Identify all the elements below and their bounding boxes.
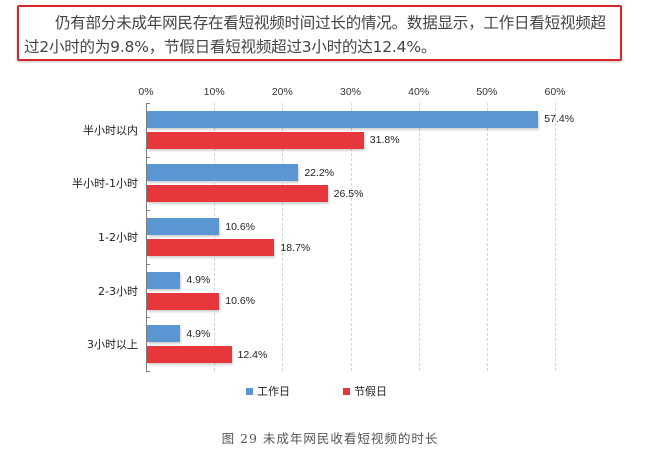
legend-item-workday: 工作日 <box>246 383 290 399</box>
bar-workday <box>147 218 220 235</box>
y-tick <box>146 263 150 265</box>
y-tick <box>146 103 150 104</box>
value-label: 57.4% <box>544 113 575 126</box>
x-tick-label: 60% <box>544 86 566 98</box>
x-tick-label: 50% <box>476 86 498 98</box>
gridline <box>282 103 284 371</box>
bar-holiday <box>147 292 220 310</box>
x-tick-label: 40% <box>408 86 430 98</box>
gridline <box>350 103 352 371</box>
value-label: 22.2% <box>304 166 335 179</box>
gridline <box>486 103 488 371</box>
value-label: 12.4% <box>237 348 268 361</box>
category-label: 3小时以上 <box>87 338 138 352</box>
legend-label: 工作日 <box>257 385 290 398</box>
x-tick-label: 0% <box>138 86 154 98</box>
y-tick <box>146 156 150 158</box>
value-label: 10.6% <box>225 220 256 233</box>
value-label: 4.9% <box>186 274 211 287</box>
legend-item-holiday: 节假日 <box>343 383 387 399</box>
highlight-note-box: 仍有部分未成年网民存在看短视频时间过长的情况。数据显示，工作日看短视频超过2小时… <box>17 5 622 61</box>
bar-holiday <box>147 239 275 256</box>
x-tick-label: 30% <box>339 86 362 98</box>
legend-swatch <box>246 387 253 395</box>
bar-workday <box>147 110 539 128</box>
bar-workday <box>147 325 181 343</box>
y-tick <box>146 317 150 319</box>
category-label: 半小时以内 <box>83 123 138 137</box>
gridline <box>214 103 216 371</box>
y-axis <box>146 103 147 371</box>
gridline <box>555 103 556 371</box>
legend-label: 节假日 <box>354 385 387 398</box>
bar-workday <box>147 164 299 182</box>
note-text: 仍有部分未成年网民存在看短视频时间过长的情况。数据显示，工作日看短视频超过2小时… <box>24 14 606 56</box>
bar-holiday <box>147 131 364 149</box>
bar-workday <box>147 271 181 289</box>
value-label: 26.5% <box>333 187 364 200</box>
bar-holiday <box>147 346 232 364</box>
gridline <box>418 103 420 371</box>
x-tick-label: 10% <box>203 86 225 98</box>
bar-holiday <box>147 185 328 203</box>
chart-caption: 图 29 未成年网民收看短视频的时长 <box>221 431 439 446</box>
value-label: 4.9% <box>186 327 211 340</box>
value-label: 18.7% <box>280 241 311 254</box>
y-tick <box>146 210 150 212</box>
legend-swatch <box>343 387 350 395</box>
value-label: 31.8% <box>369 134 400 147</box>
value-label: 10.6% <box>225 295 256 308</box>
y-tick <box>146 371 150 372</box>
category-label: 1-2小时 <box>98 231 138 244</box>
category-label: 半小时-1小时 <box>72 177 138 191</box>
x-tick-label: 20% <box>271 86 293 98</box>
category-label: 2-3小时 <box>98 284 138 298</box>
